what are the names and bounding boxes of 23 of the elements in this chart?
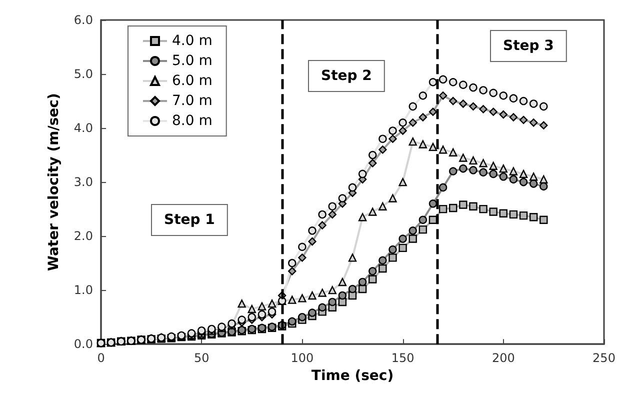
- y-tick-label: 5.0: [74, 67, 93, 82]
- x-tick-label: 150: [391, 351, 414, 366]
- legend-label: 8.0 m: [172, 113, 212, 129]
- y-tick-label: 0.0: [74, 337, 93, 352]
- x-tick-label: 50: [194, 351, 210, 366]
- legend-label: 5.0 m: [172, 53, 212, 69]
- x-axis-title: Time (sec): [311, 368, 394, 384]
- legend-label: 4.0 m: [172, 33, 212, 49]
- legend-label: 7.0 m: [172, 93, 212, 109]
- y-tick-label: 1.0: [74, 283, 93, 298]
- legend-label: 6.0 m: [172, 73, 212, 89]
- y-tick-label: 3.0: [74, 175, 93, 190]
- y-tick-label: 2.0: [74, 229, 93, 244]
- x-tick-label: 250: [592, 351, 616, 366]
- x-tick-label: 100: [290, 351, 314, 366]
- y-tick-label: 6.0: [74, 13, 93, 27]
- annotation: Step 3: [503, 38, 554, 54]
- annotation: Step 2: [321, 68, 372, 84]
- x-tick-label: 0: [97, 351, 105, 366]
- y-tick-label: 4.0: [74, 121, 93, 136]
- annotation: Step 1: [164, 212, 215, 228]
- y-axis-title: Water velocity (m/sec): [46, 93, 62, 271]
- x-tick-label: 200: [492, 351, 515, 366]
